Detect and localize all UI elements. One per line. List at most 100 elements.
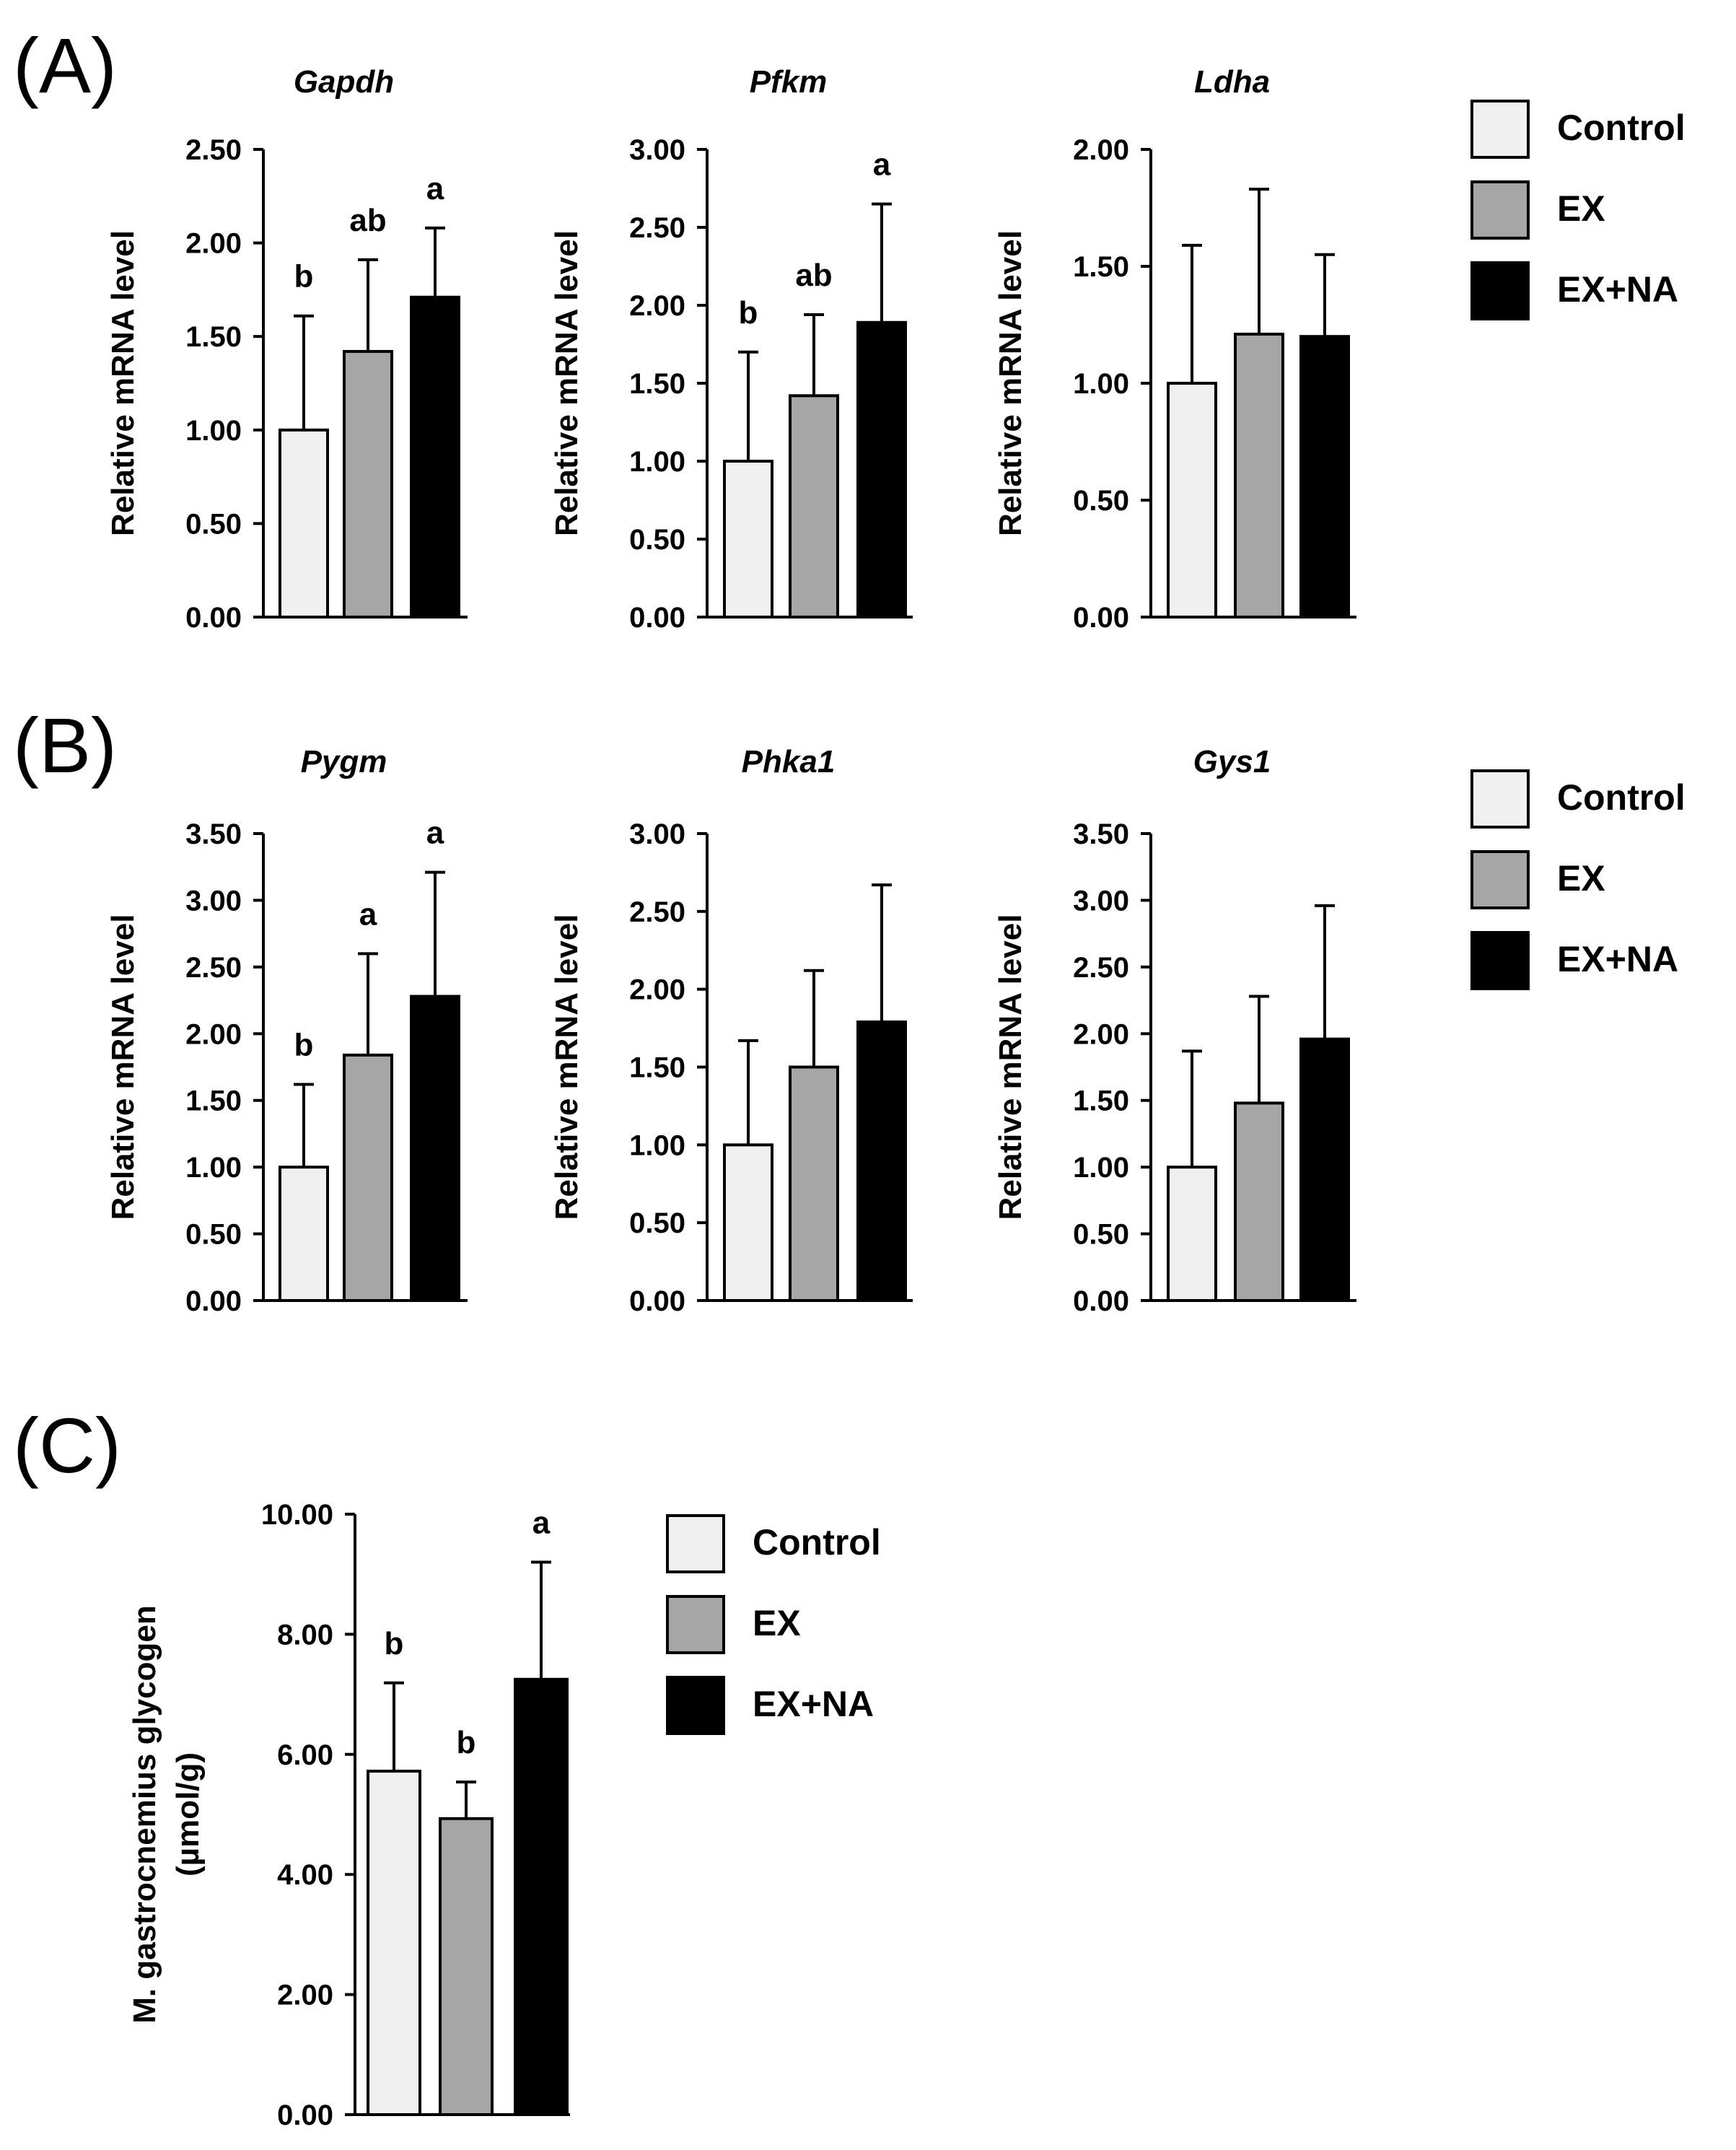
panel-label: (B) xyxy=(13,702,117,789)
y-tick-label: 2.00 xyxy=(1073,1018,1129,1050)
bar-ex xyxy=(789,1065,839,1302)
significance-letter: a xyxy=(359,896,377,932)
y-tick-label: 1.50 xyxy=(1073,251,1129,283)
legend-swatch-ex-plus-na xyxy=(1470,261,1530,320)
significance-letter: b xyxy=(739,295,758,331)
legends-layer: (A) Control EX EX+NA (B) Control EX EX+NA (C) Con… xyxy=(13,22,1685,1735)
y-tick-label: 0.50 xyxy=(629,524,685,556)
legend-label: Control xyxy=(753,1522,881,1563)
legend-label: Control xyxy=(1557,777,1685,818)
legend-label: Control xyxy=(1557,108,1685,148)
bar-control xyxy=(1167,382,1217,619)
y-tick-label: 6.00 xyxy=(277,1739,333,1771)
significance-letter: a xyxy=(426,171,444,206)
y-tick-label: 0.00 xyxy=(629,1285,685,1317)
y-axis-label: Relative mRNA level xyxy=(993,914,1028,1220)
y-tick-label: 1.00 xyxy=(1073,1152,1129,1184)
bar-ex-plus-na xyxy=(856,1020,907,1302)
bar-control xyxy=(1167,1166,1217,1302)
y-tick-label: 3.00 xyxy=(185,885,242,917)
y-axis-label: Relative mRNA level xyxy=(993,230,1028,536)
significance-letter: b xyxy=(385,1626,404,1661)
y-axis-label: Relative mRNA level xyxy=(549,914,584,1220)
significance-letter: a xyxy=(426,816,444,851)
significance-letter: ab xyxy=(795,258,832,293)
y-tick-label: 3.00 xyxy=(1073,885,1129,917)
legend-label: EX+NA xyxy=(1557,269,1678,310)
significance-letter: a xyxy=(873,147,891,183)
y-axis-label-units: (µmol/g) xyxy=(170,1752,206,1876)
y-tick-label: 2.00 xyxy=(185,228,242,260)
bar-ex xyxy=(343,349,393,619)
y-tick-label: 1.00 xyxy=(629,1129,685,1161)
y-tick-label: 3.00 xyxy=(629,134,685,166)
y-tick-label: 0.00 xyxy=(185,1285,242,1317)
bar-ex xyxy=(343,1053,393,1303)
y-tick-label: 1.50 xyxy=(185,1085,242,1117)
significance-letter: ab xyxy=(349,203,386,238)
y-tick-label: 0.50 xyxy=(185,1219,242,1251)
y-tick-label: 0.50 xyxy=(1073,485,1129,517)
y-tick-label: 1.50 xyxy=(629,368,685,400)
y-axis-label: Relative mRNA level xyxy=(105,230,141,536)
legend-swatch-ex xyxy=(1470,180,1530,240)
legend-swatch-ex xyxy=(666,1595,725,1654)
legend-label: EX+NA xyxy=(1557,939,1678,979)
chart-pygm: Pygm 0.00 0.50 1.00 1.50 2.00 2.50 3.00 3.50 Rela… xyxy=(105,744,468,1317)
y-tick-label: 0.50 xyxy=(185,508,242,540)
y-tick-label: 0.50 xyxy=(1073,1219,1129,1251)
bar-ex-plus-na xyxy=(1299,1037,1350,1303)
chart-title: Gys1 xyxy=(1193,744,1271,779)
bar-control xyxy=(279,1166,329,1302)
chart-glycogen: 0.00 2.00 4.00 6.00 8.00 10.00 M. gastrocnemiu… xyxy=(127,1499,570,2131)
y-axis-label: Relative mRNA level xyxy=(105,914,141,1220)
legend-swatch-ex-plus-na xyxy=(1470,931,1530,990)
y-tick-label: 2.50 xyxy=(629,212,685,244)
legend-label: EX xyxy=(1557,188,1605,229)
y-axis-label: M. gastrocnemius glycogen xyxy=(127,1605,162,2023)
panel-label: (C) xyxy=(13,1402,121,1489)
bar-ex xyxy=(439,1817,494,2116)
chart-gys1: Gys1 0.00 0.50 1.00 1.50 2.00 2.50 3.00 3.50 Rela… xyxy=(993,744,1356,1317)
y-tick-label: 2.50 xyxy=(185,134,242,166)
significance-letter: b xyxy=(294,259,314,294)
chart-phka1: Phka1 0.00 0.50 1.00 1.50 2.00 2.50 3.00 Relativ… xyxy=(549,744,913,1317)
y-tick-label: 0.00 xyxy=(185,602,242,634)
y-tick-label: 2.50 xyxy=(1073,952,1129,984)
legend-swatch-ex-plus-na xyxy=(666,1676,725,1735)
bar-ex-plus-na xyxy=(856,320,907,619)
y-tick-label: 2.00 xyxy=(629,974,685,1006)
y-tick-label: 3.50 xyxy=(185,818,242,850)
chart-title: Gapdh xyxy=(294,64,394,100)
chart-title: Pfkm xyxy=(750,64,828,100)
chart-title: Phka1 xyxy=(742,744,836,779)
y-tick-label: 2.00 xyxy=(185,1018,242,1050)
y-tick-label: 0.00 xyxy=(629,602,685,634)
bar-control xyxy=(723,1143,773,1303)
legend: Control EX EX+NA xyxy=(1470,769,1685,990)
bar-control xyxy=(367,1770,421,2116)
bar-ex-plus-na xyxy=(410,295,460,619)
y-tick-label: 3.50 xyxy=(1073,818,1129,850)
chart-ldha: Ldha 0.00 0.50 1.00 1.50 2.00 Relative mRNA le… xyxy=(993,64,1356,634)
legend-label: EX xyxy=(1557,858,1605,899)
legend-label: EX+NA xyxy=(753,1684,874,1724)
legend-swatch-control xyxy=(666,1514,725,1573)
y-tick-label: 2.00 xyxy=(1073,134,1129,166)
bar-ex xyxy=(1234,1101,1284,1302)
significance-letter: a xyxy=(532,1506,551,1541)
legend-swatch-control xyxy=(1470,100,1530,159)
significance-letter: b xyxy=(457,1725,476,1760)
panel-label: (A) xyxy=(13,22,117,109)
y-tick-label: 4.00 xyxy=(277,1859,333,1891)
y-tick-label: 0.00 xyxy=(1073,1285,1129,1317)
chart-gapdh: Gapdh 0.00 0.50 1.00 1.50 2.00 2.50 Relative mR… xyxy=(105,64,468,634)
panels-layer: Gapdh 0.00 0.50 1.00 1.50 2.00 2.50 Relative mR… xyxy=(105,64,1356,2131)
y-tick-label: 10.00 xyxy=(261,1499,333,1531)
y-tick-label: 0.00 xyxy=(1073,602,1129,634)
bar-ex xyxy=(1234,332,1284,619)
y-tick-label: 1.50 xyxy=(185,321,242,353)
y-tick-label: 2.50 xyxy=(185,952,242,984)
y-tick-label: 3.00 xyxy=(629,818,685,850)
